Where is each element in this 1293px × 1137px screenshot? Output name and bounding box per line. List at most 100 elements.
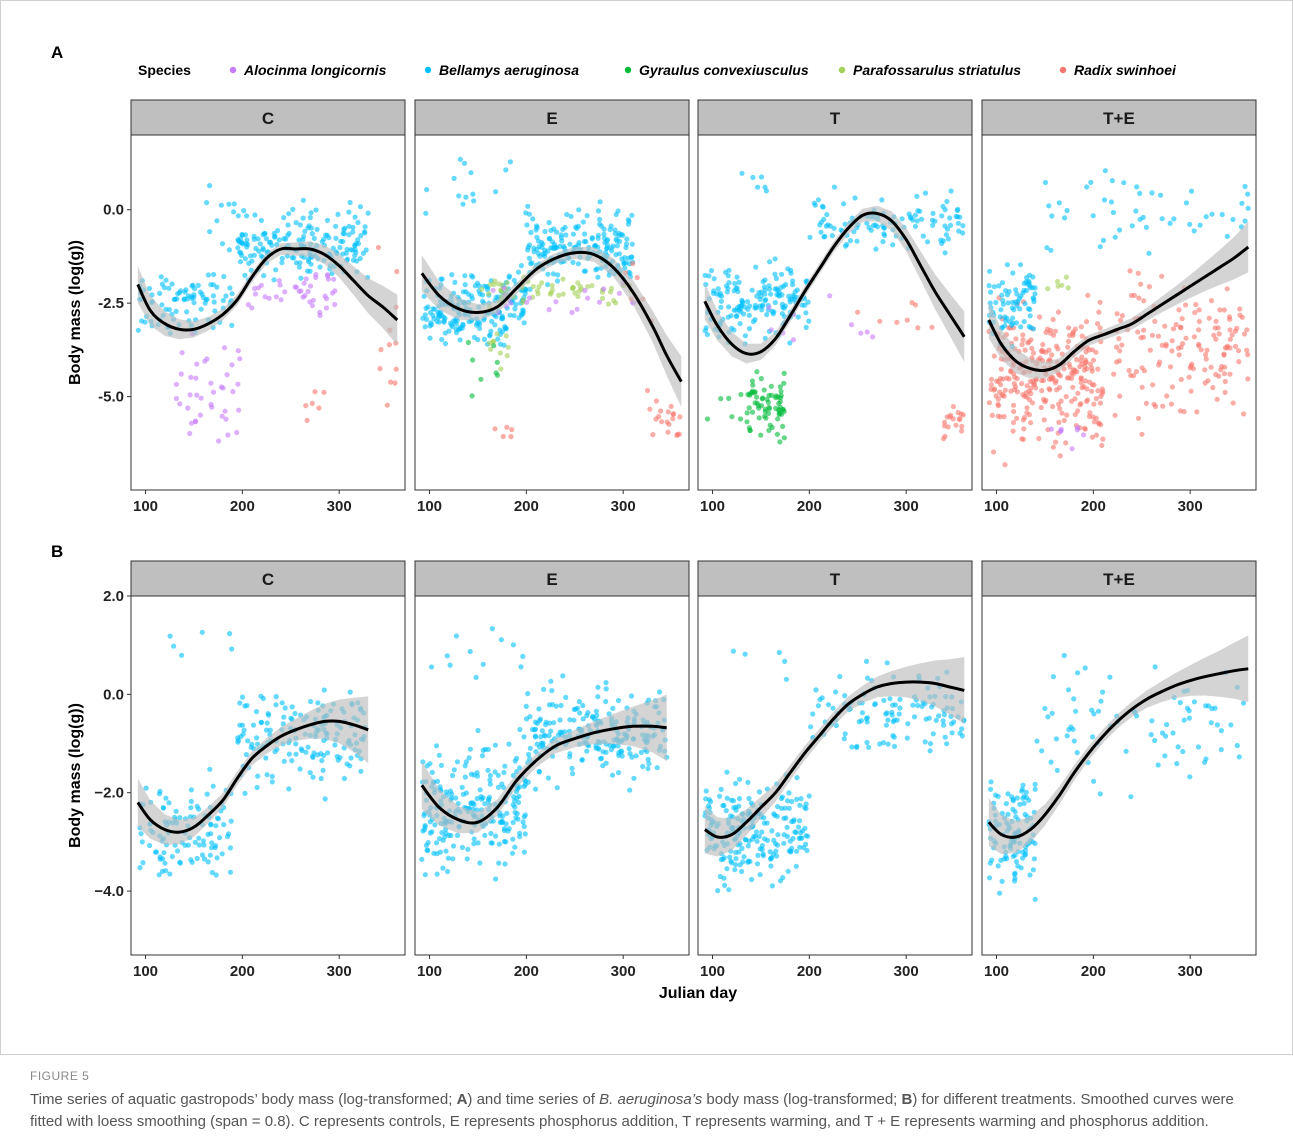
data-point	[623, 241, 630, 247]
data-point	[539, 280, 545, 286]
data-point	[162, 860, 168, 866]
data-point	[296, 264, 302, 270]
data-point	[252, 291, 258, 297]
data-point	[1004, 315, 1010, 321]
data-point	[1216, 373, 1222, 379]
data-point	[384, 402, 390, 408]
data-point	[498, 366, 504, 372]
data-point	[1137, 190, 1143, 196]
data-point	[548, 227, 554, 234]
data-point	[873, 246, 879, 252]
data-point	[1049, 352, 1055, 358]
data-point	[786, 790, 792, 796]
data-point	[521, 823, 527, 830]
data-point	[279, 260, 285, 266]
data-point	[1064, 207, 1070, 214]
data-point	[498, 637, 504, 643]
x-tick-label: 100	[133, 498, 158, 515]
data-point	[286, 751, 292, 757]
data-point	[1040, 377, 1046, 384]
data-point	[704, 416, 711, 422]
data-point	[930, 731, 936, 737]
data-point	[595, 694, 601, 700]
data-point	[640, 763, 646, 770]
data-point	[1075, 425, 1081, 431]
data-point	[548, 678, 554, 684]
data-point	[229, 322, 235, 328]
data-point	[423, 305, 429, 311]
data-point	[293, 751, 299, 757]
data-point	[1082, 665, 1088, 671]
data-point	[282, 705, 288, 711]
data-point	[597, 221, 603, 227]
data-point	[1242, 183, 1248, 190]
panel-label: B	[51, 542, 63, 561]
data-point	[601, 286, 607, 292]
data-point	[1110, 209, 1116, 216]
data-point	[736, 849, 742, 855]
data-point	[1213, 318, 1219, 324]
data-point	[598, 755, 605, 761]
data-point	[207, 183, 213, 189]
data-point	[1139, 384, 1145, 390]
data-point	[718, 786, 724, 793]
data-point	[1227, 327, 1233, 333]
data-point	[664, 419, 670, 425]
data-point	[309, 303, 315, 309]
data-point	[890, 242, 896, 248]
data-point	[884, 660, 890, 666]
data-point	[1017, 262, 1024, 268]
data-point	[521, 783, 527, 790]
data-point	[480, 298, 486, 304]
data-point	[1093, 396, 1099, 402]
data-point	[561, 243, 567, 250]
data-point	[570, 771, 576, 777]
data-point	[1061, 652, 1067, 659]
data-point	[494, 331, 500, 337]
data-point	[570, 231, 577, 237]
data-point	[768, 383, 774, 389]
data-point	[429, 769, 435, 776]
data-point	[1206, 315, 1212, 321]
data-point	[1027, 306, 1033, 313]
data-point	[1153, 403, 1159, 409]
data-point	[576, 699, 583, 705]
data-point	[1010, 428, 1016, 434]
data-point	[944, 226, 951, 232]
data-point	[255, 773, 261, 779]
data-point	[775, 416, 781, 422]
data-point	[953, 422, 959, 428]
plot-area	[414, 595, 690, 956]
data-point	[1049, 710, 1055, 716]
data-point	[571, 706, 577, 713]
data-point	[567, 717, 573, 723]
data-point	[1026, 412, 1032, 418]
data-point	[465, 846, 471, 852]
data-point	[527, 745, 533, 751]
data-point	[219, 413, 225, 419]
data-point	[468, 771, 474, 777]
data-point	[986, 283, 992, 289]
x-tick-label: 100	[984, 963, 1009, 980]
data-point	[335, 211, 341, 217]
data-point	[276, 278, 282, 284]
data-point	[1038, 404, 1044, 411]
data-point	[242, 790, 248, 797]
data-point	[1188, 188, 1195, 194]
data-point	[1005, 811, 1011, 817]
data-point	[242, 256, 248, 262]
data-point	[163, 795, 169, 801]
data-point	[293, 220, 299, 226]
data-point	[780, 423, 786, 429]
data-point	[708, 268, 715, 274]
data-point	[1176, 307, 1182, 313]
data-point	[468, 273, 475, 279]
data-point	[1219, 211, 1225, 218]
data-point	[633, 753, 639, 759]
data-point	[755, 184, 761, 190]
data-point	[315, 700, 321, 706]
data-point	[497, 341, 504, 347]
data-point	[532, 719, 539, 725]
data-point	[1191, 699, 1197, 705]
